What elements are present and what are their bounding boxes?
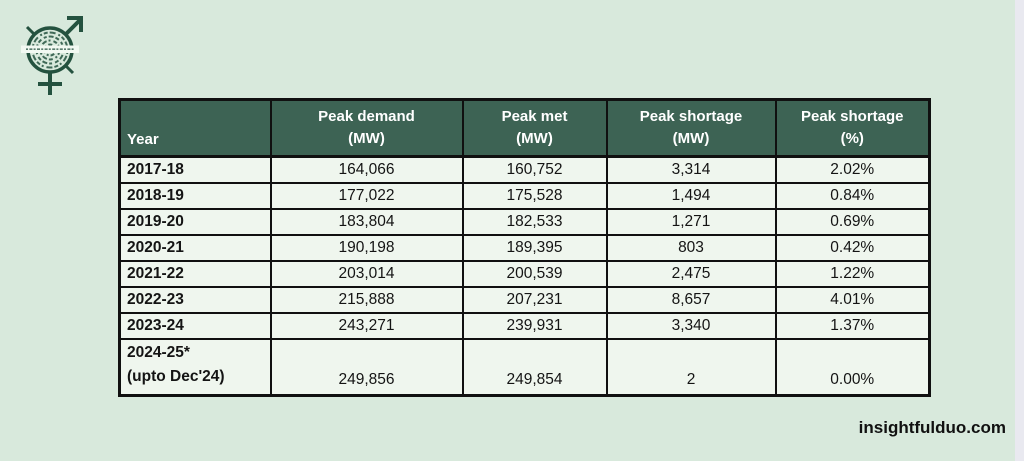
- header-year-label: Year: [127, 130, 159, 148]
- peak-demand-cell: 243,271: [269, 311, 464, 340]
- table-row: 2022-23 215,888 207,231 8,657 4.01%: [118, 285, 931, 314]
- table-body: 2017-18 164,066 160,752 3,314 2.02% 2018…: [118, 155, 931, 397]
- peak-shortage-mw-cell: 8,657: [605, 285, 777, 314]
- year-cell: 2018-19: [118, 181, 272, 210]
- peak-shortage-mw-cell: 2,475: [605, 259, 777, 288]
- peak-met-cell: 189,395: [461, 233, 608, 262]
- peak-shortage-mw-cell: 803: [605, 233, 777, 262]
- peak-shortage-mw-cell: 1,494: [605, 181, 777, 210]
- peak-shortage-pct-cell: 1.37%: [774, 311, 931, 340]
- peak-met-cell: 200,539: [461, 259, 608, 288]
- peak-met-cell: 239,931: [461, 311, 608, 340]
- peak-shortage-mw-cell: 3,314: [605, 155, 777, 184]
- website-watermark: insightfulduo.com: [858, 418, 1006, 437]
- peak-shortage-mw-cell: 3,340: [605, 311, 777, 340]
- year-cell: 2023-24: [118, 311, 272, 340]
- header-peak-shortage-pct: Peak shortage (%): [774, 98, 931, 158]
- year-cell: 2024-25* (upto Dec'24): [118, 337, 272, 397]
- peak-shortage-pct-cell: 1.22%: [774, 259, 931, 288]
- page-edge-strip: [1015, 0, 1024, 461]
- table-header: Year Peak demand (MW) Peak met (MW) Peak s…: [118, 98, 931, 158]
- header-peak-met: Peak met (MW): [461, 98, 608, 158]
- year-cell: 2019-20: [118, 207, 272, 236]
- table-row: 2023-24 243,271 239,931 3,340 1.37%: [118, 311, 931, 340]
- table-row: 2021-22 203,014 200,539 2,475 1.22%: [118, 259, 931, 288]
- peak-met-cell: 207,231: [461, 285, 608, 314]
- peak-met-cell: 160,752: [461, 155, 608, 184]
- peak-demand-cell: 190,198: [269, 233, 464, 262]
- peak-shortage-pct-cell: 0.42%: [774, 233, 931, 262]
- year-line2: (upto Dec'24): [127, 367, 225, 385]
- peak-met-cell: 175,528: [461, 181, 608, 210]
- year-cell: 2022-23: [118, 285, 272, 314]
- peak-demand-cell: 203,014: [269, 259, 464, 288]
- year-cell: 2021-22: [118, 259, 272, 288]
- peak-shortage-pct-cell: 0.84%: [774, 181, 931, 210]
- table-row: 2017-18 164,066 160,752 3,314 2.02%: [118, 155, 931, 184]
- header-year: Year: [118, 98, 272, 158]
- table-row: 2018-19 177,022 175,528 1,494 0.84%: [118, 181, 931, 210]
- peak-shortage-pct-cell: 2.02%: [774, 155, 931, 184]
- peak-shortage-pct-cell: 0.00%: [774, 337, 931, 397]
- peak-shortage-mw-cell: 2: [605, 337, 777, 397]
- year-line1: 2024-25*: [127, 343, 190, 361]
- table-row: 2024-25* (upto Dec'24) 249,856 249,854 2…: [118, 337, 931, 397]
- peak-demand-cell: 249,856: [269, 337, 464, 397]
- table-row: 2019-20 183,804 182,533 1,271 0.69%: [118, 207, 931, 236]
- table-row: 2020-21 190,198 189,395 803 0.42%: [118, 233, 931, 262]
- peak-demand-cell: 215,888: [269, 285, 464, 314]
- peak-shortage-mw-cell: 1,271: [605, 207, 777, 236]
- header-row: Year Peak demand (MW) Peak met (MW) Peak s…: [118, 98, 931, 158]
- header-peak-shortage-mw: Peak shortage (MW): [605, 98, 777, 158]
- peak-shortage-pct-cell: 4.01%: [774, 285, 931, 314]
- peak-shortage-pct-cell: 0.69%: [774, 207, 931, 236]
- peak-demand-cell: 164,066: [269, 155, 464, 184]
- peak-met-cell: 182,533: [461, 207, 608, 236]
- year-cell: 2017-18: [118, 155, 272, 184]
- male-female-fingerprint-logo-icon: [21, 16, 83, 95]
- peak-met-cell: 249,854: [461, 337, 608, 397]
- peak-demand-cell: 183,804: [269, 207, 464, 236]
- year-cell: 2020-21: [118, 233, 272, 262]
- peak-demand-cell: 177,022: [269, 181, 464, 210]
- header-peak-demand: Peak demand (MW): [269, 98, 464, 158]
- peak-power-table: Year Peak demand (MW) Peak met (MW) Peak s…: [118, 98, 931, 397]
